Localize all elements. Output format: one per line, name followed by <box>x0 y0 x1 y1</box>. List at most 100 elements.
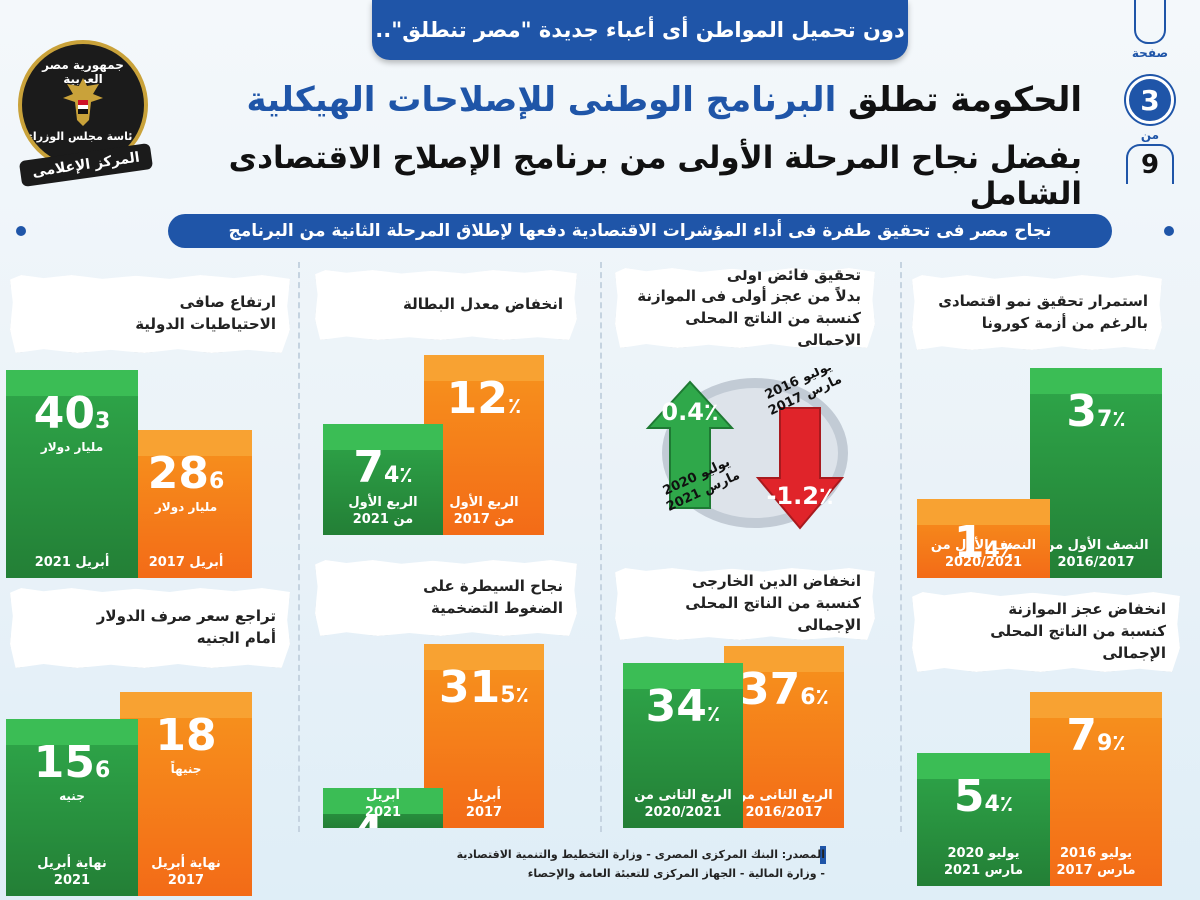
divider <box>600 262 602 832</box>
category-line: مارس 2017 <box>1056 863 1136 879</box>
value-decimal: ٪ <box>507 394 522 419</box>
category-line: من 2021 <box>352 512 414 528</box>
chart-4-value-label: 12٪ <box>446 373 522 424</box>
section-banner: نجاح مصر فى تحقيق طفرة فى أداء المؤشرات … <box>168 214 1112 248</box>
chart-1-value-label: 79٪ <box>1066 710 1126 761</box>
chart-0-value-label: 37٪ <box>1066 386 1126 437</box>
bar-cap <box>623 663 743 690</box>
category-line: أبريل 2021 <box>34 555 110 571</box>
chart-2-value-label: 0.4٪ <box>661 398 718 426</box>
chart-1-category-label: يوليو 2016 مارس 2017 <box>1030 845 1162 880</box>
value-decimal: 5٪ <box>500 683 529 708</box>
page-title: الحكومة تطلق البرنامج الوطنى للإصلاحات ا… <box>202 80 1082 120</box>
top-banner-text: دون تحميل المواطن أى أعباء جديدة "مصر تن… <box>375 18 905 42</box>
category-line: يوليو 2020 <box>947 845 1020 861</box>
value-decimal: 9٪ <box>1096 731 1126 756</box>
chart-6-bar: 286 مليار دولار أبريل 2017 <box>120 430 252 578</box>
chart-0-bar: 37٪ النصف الأول من 2016/2017 <box>1030 368 1162 578</box>
chart-5-title-card: نجاح السيطرة على الضغوط التضخمية <box>315 560 577 636</box>
bar-cap <box>6 370 138 396</box>
divider <box>900 262 902 832</box>
value-decimal: 1٪ <box>384 827 413 828</box>
banner-dot-left <box>16 226 26 236</box>
category-line: 2016/2017 <box>745 805 823 821</box>
value-decimal: 4٪ <box>984 792 1014 818</box>
chart-5-bar: 315٪ أبريل 2017 <box>424 644 544 828</box>
chart-0-value-label: 14٪ <box>953 516 1014 568</box>
category-line: النصف الأول من <box>1043 537 1149 553</box>
chart-0-bar: 14٪ النصف الأول من 2020/2021 <box>917 498 1050 578</box>
chart-7-title-card-line: أمام الجنيه <box>196 629 276 647</box>
chart-6-category-label: أبريل 2017 <box>120 554 252 572</box>
bar-cap <box>424 644 544 670</box>
chart-4-bar: 74٪ الربع الأول من 2021 <box>323 424 443 535</box>
value-decimal: 4٪ <box>383 463 413 488</box>
value-decimal: 3 <box>94 409 111 434</box>
category-line: مارس 2021 <box>943 863 1024 879</box>
bar-cap <box>1030 692 1162 718</box>
title-part2: البرنامج الوطنى للإصلاحات الهيكلية <box>246 80 837 120</box>
logo-text-bottom: رئاسة مجلس الوزراء <box>27 130 139 143</box>
source-note: المصدر: البنك المركزى المصرى - وزارة الت… <box>375 846 825 883</box>
chart-3-title-card-line: كنسبة من الناتج المحلى الإجمالى <box>685 594 861 634</box>
chart-0-title-card-line: استمرار تحقيق نمو اقتصادى <box>938 291 1148 310</box>
source-line-2: - وزارة المالية - الجهاز المركزى للتعبئة… <box>527 866 825 880</box>
chart-6-title-card-line: ارتفاع صافى <box>179 293 276 312</box>
category-line: 2020/2021 <box>944 555 1023 571</box>
page-number: 3 <box>1126 76 1174 124</box>
bar-cap <box>917 753 1050 780</box>
chart-4-value-label: 74٪ <box>353 442 413 493</box>
category-line: نهاية أبريل <box>151 855 221 871</box>
bar-cap <box>424 355 544 381</box>
chart-3-bar: 34٪ الربع الثانى من 2020/2021 <box>623 663 743 828</box>
chart-2-title-card: تحقيق فائض أولى بدلاً من عجز أولى فى المو… <box>615 268 875 348</box>
chart-2-bar <box>755 407 845 530</box>
value-decimal: 7٪ <box>1096 407 1126 432</box>
chart-7-unit-label: جنيه <box>59 789 85 804</box>
value-decimal: 6 <box>208 469 225 495</box>
chart-4-category-label: الربع الأول من 2017 <box>424 494 544 529</box>
page-subtitle: بفضل نجاح المرحلة الأولى من برنامج الإصل… <box>228 140 1082 212</box>
chart-0-category-label: النصف الأول من 2016/2017 <box>1030 537 1162 572</box>
chart-4-title-card-line: انخفاض معدل البطالة <box>403 295 563 314</box>
chart-2-bar <box>645 380 735 509</box>
chart-3-value-label: 376٪ <box>739 664 829 715</box>
bar-cap <box>323 424 443 450</box>
category-line: الربع الثانى من <box>634 787 732 803</box>
chart-4-category-label: الربع الأول من 2021 <box>323 494 443 529</box>
chart-1-value-label: 54٪ <box>953 771 1014 823</box>
chart-6-value-label: 403 <box>33 388 111 439</box>
chart-4-bar: 12٪ الربع الأول من 2017 <box>424 355 544 535</box>
chart-7-category-label: نهاية أبريل 2021 <box>6 855 138 890</box>
page-total: 9 <box>1126 144 1174 184</box>
category-line: النصف الأول من <box>930 537 1037 553</box>
chart-1-title-card-line: انخفاض عجز الموازنة <box>1008 600 1166 619</box>
bar-cap <box>120 430 252 457</box>
category-line: 2021 <box>364 805 402 821</box>
chart-5-title-card-line: نجاح السيطرة على <box>423 577 563 596</box>
category-line: الربع الثانى من <box>735 787 833 803</box>
bar-cap <box>6 719 138 746</box>
source-line-1: المصدر: البنك المركزى المصرى - وزارة الت… <box>456 848 825 861</box>
category-line: الربع الأول <box>449 494 519 510</box>
bar-cap <box>724 646 844 672</box>
banner-dot-right <box>1164 226 1174 236</box>
category-line: الربع الأول <box>348 494 418 510</box>
chart-0-title-card-line: بالرغم من أزمة كورونا <box>981 313 1148 332</box>
value-decimal: 6٪ <box>800 685 829 710</box>
chart-2-title-card-line: كنسبة من الناتج المحلى الإجمالى <box>685 309 861 349</box>
chart-5-title-card-line: الضغوط التضخمية <box>431 599 563 617</box>
value-decimal: ٪ <box>706 702 721 728</box>
category-line: نهاية أبريل <box>37 855 107 871</box>
chart-1-bar: 54٪ يوليو 2020 مارس 2021 <box>917 753 1050 886</box>
chart-2-title-card-line: تحقيق فائض أولى <box>726 265 861 284</box>
page-of-label: من <box>1140 128 1160 142</box>
chart-7-value-label: 156 <box>33 737 111 789</box>
bar-cap <box>323 788 443 814</box>
page-label: صفحة <box>1131 46 1169 60</box>
chart-7-title-card-line: تراجع سعر صرف الدولار <box>96 607 276 626</box>
category-line: 2017 <box>167 873 205 889</box>
value-decimal: 6 <box>94 758 111 784</box>
chart-3-value-label: 34٪ <box>645 681 721 733</box>
